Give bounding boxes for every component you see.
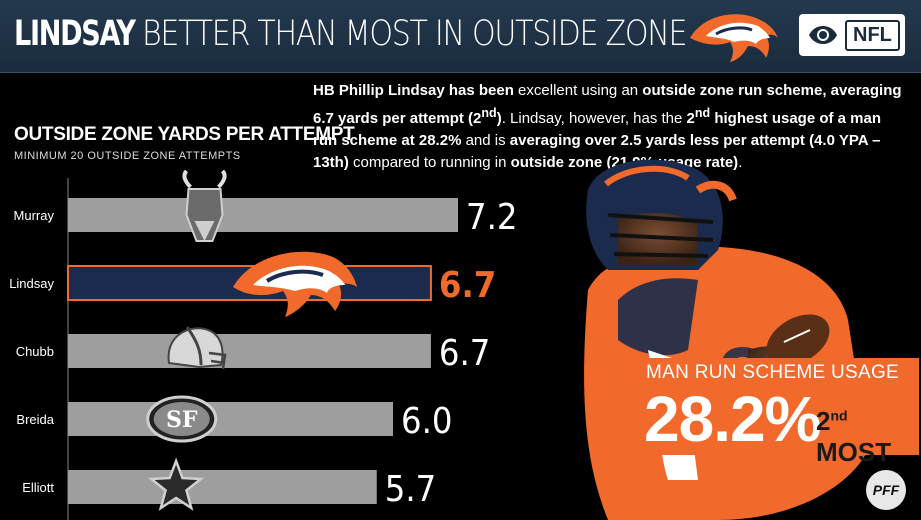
usage-rank: 2nd MOST [816,406,919,468]
nfl-logo: NFL [845,19,900,51]
browns-helmet-icon [167,326,227,370]
network-league-badge: NFL [799,14,905,56]
desc-part: and is [461,132,510,149]
category-label: Lindsay [9,276,54,291]
chart-subtitle: MINIMUM 20 OUTSIDE ZONE ATTEMPTS [14,150,241,162]
usage-label: MAN RUN SCHEME USAGE [646,362,900,383]
bar [68,402,393,436]
usage-value: 28.2% [644,383,821,455]
value-label: 7.2 [466,197,518,238]
desc-part: 2 [686,110,695,127]
cbs-eye-icon [809,26,837,44]
value-label: 6.0 [401,401,453,442]
page-title: LINDSAY BETTER THAN MOST IN OUTSIDE ZONE [14,14,688,54]
pff-logo: PFF [866,470,906,510]
desc-part: outside zone run scheme, averaging 6.7 y… [313,82,902,127]
value-label: 5.7 [385,469,437,510]
value-label: 6.7 [439,333,491,374]
cowboys-star-icon [147,457,205,511]
category-label: Chubb [16,344,54,359]
rank-suffix: nd [830,407,848,424]
desc-part: compared to running in [348,154,511,171]
broncos-logo [690,14,778,62]
chart-title: OUTSIDE ZONE YARDS PER ATTEMPT [14,124,355,145]
header-banner: LINDSAY BETTER THAN MOST IN OUTSIDE ZONE… [0,0,921,73]
desc-part: highest usage of a man run scheme at 28.… [313,110,882,149]
rank-text: MOST [816,437,892,467]
category-label: Murray [14,208,55,223]
rank-number: 2 [816,406,831,436]
desc-part: . [738,154,743,171]
desc-part: . Lindsay, however, has the [501,110,687,127]
bar [68,334,431,368]
desc-part: ) [496,110,502,127]
title-player-name: LINDSAY [14,14,136,54]
value-label: 6.7 [439,265,496,306]
category-label: Breida [16,412,54,427]
49ers-logo: SF [146,395,218,443]
description-text: HB Phillip Lindsay has been excellent us… [313,80,905,174]
bar [68,198,458,232]
desc-part: HB Phillip Lindsay has been [313,82,519,99]
svg-text:SF: SF [166,407,198,433]
bar [68,470,377,504]
usage-stat-box: MAN RUN SCHEME USAGE 28.2% 2nd MOST [636,358,919,467]
vikings-logo [182,170,227,242]
broncos-logo [233,251,358,317]
desc-part: nd [694,106,711,120]
desc-part: excellent using an [518,82,643,99]
desc-part: averaging over 2.5 yards less per attemp… [313,132,881,171]
bar-chart: Murray 7.2 Lindsay 6.7 Chubb 6.7 Breida 6.0 SF El… [9,170,518,520]
category-label: Elliott [22,480,54,495]
title-rest: BETTER THAN MOST IN OUTSIDE ZONE [141,14,688,54]
desc-part: nd [481,106,497,120]
